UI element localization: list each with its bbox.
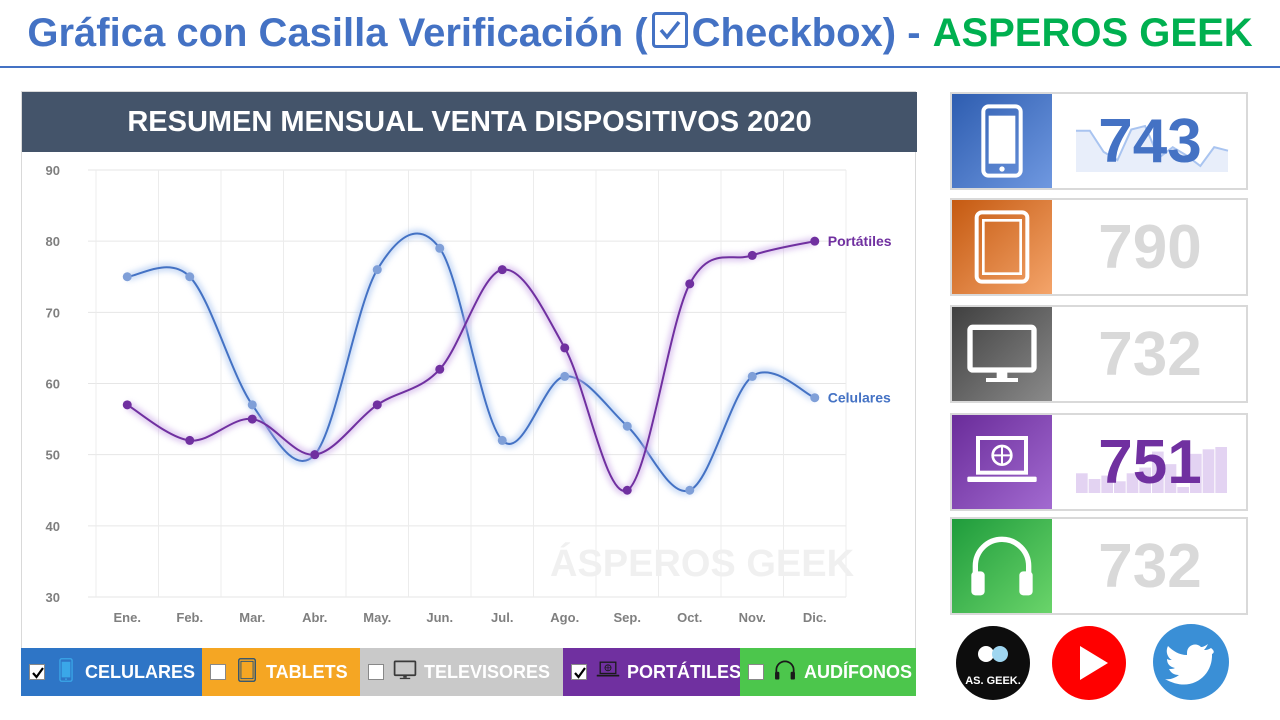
series-celulares-point bbox=[185, 272, 195, 282]
line-chart: 30 40 50 60 70 80 90 Ene. Feb. Mar. Abr. May. Jun. Ju… bbox=[46, 163, 892, 625]
series-celulares-label: Celulares bbox=[828, 390, 891, 406]
x-tick-label: Abr. bbox=[302, 610, 327, 625]
x-tick-label: Jun. bbox=[426, 610, 453, 625]
tablet-icon bbox=[952, 200, 1052, 294]
brand-name: ASPEROS GEEK bbox=[932, 10, 1253, 55]
legend-item-televisores[interactable]: TELEVISORES bbox=[360, 648, 563, 696]
kpi-value: 743 bbox=[1098, 106, 1202, 176]
logo-text: AS. GEEK. bbox=[965, 675, 1021, 687]
y-tick-label: 90 bbox=[46, 163, 60, 178]
kpi-card-tablets: 790 bbox=[950, 198, 1248, 296]
tablet-icon bbox=[234, 657, 260, 688]
kpi-card-celulares: 743 bbox=[950, 92, 1248, 190]
x-tick-label: Mar. bbox=[239, 610, 265, 625]
series-celulares-point bbox=[622, 421, 632, 431]
series-portatiles-point bbox=[747, 250, 757, 260]
phone-icon bbox=[952, 94, 1052, 188]
legend-item-portátiles[interactable]: PORTÁTILES bbox=[563, 648, 742, 696]
kpi-card-televisores: 732 bbox=[950, 305, 1248, 403]
series-celulares-point bbox=[747, 371, 757, 381]
x-tick-label: Sep. bbox=[614, 610, 641, 625]
series-checkbox-bar: CELULARES TABLETS TELEVISORES PORTÁTILES AUD… bbox=[21, 648, 916, 696]
x-tick-label: Feb. bbox=[176, 610, 203, 625]
series-celulares-point bbox=[122, 272, 132, 282]
title-text: Gráfica con Casilla Verificación ( bbox=[27, 10, 648, 55]
kpi-sparkline bbox=[1076, 447, 1227, 493]
series-checkbox[interactable] bbox=[368, 664, 384, 680]
kpi-value: 732 bbox=[1098, 319, 1202, 389]
youtube-icon[interactable] bbox=[1052, 626, 1126, 700]
checkbox-glyph-icon bbox=[651, 12, 688, 48]
laptop-icon bbox=[952, 415, 1052, 509]
kpi-card-portatiles: 751 bbox=[950, 413, 1248, 511]
phone-icon bbox=[53, 657, 79, 688]
series-portatiles-point bbox=[122, 400, 132, 410]
y-tick-label: 40 bbox=[46, 519, 60, 534]
series-portatiles-point bbox=[247, 414, 257, 424]
series-celulares-point bbox=[497, 435, 507, 445]
series-checkbox[interactable] bbox=[29, 664, 45, 680]
tv-icon bbox=[952, 307, 1052, 401]
tv-icon bbox=[392, 657, 418, 688]
chart-container: RESUMEN MENSUAL VENTA DISPOSITIVOS 2020 … bbox=[21, 91, 917, 696]
legend-item-celulares[interactable]: CELULARES bbox=[21, 648, 202, 696]
y-tick-label: 60 bbox=[46, 377, 60, 392]
series-portatiles-point bbox=[372, 400, 382, 410]
y-tick-label: 70 bbox=[46, 305, 60, 320]
headphones-icon bbox=[772, 657, 798, 688]
series-celulares-point bbox=[685, 485, 695, 495]
series-portatiles-point bbox=[310, 450, 320, 460]
x-tick-label: Ago. bbox=[550, 610, 579, 625]
series-checkbox[interactable] bbox=[748, 664, 764, 680]
chart-watermark: ÁSPEROS GEEK bbox=[550, 541, 855, 585]
page-title: Gráfica con Casilla Verificación ( Check… bbox=[0, 0, 1280, 68]
x-tick-label: Dic. bbox=[803, 610, 827, 625]
series-portatiles-point bbox=[560, 343, 570, 353]
series-celulares-point bbox=[435, 243, 445, 253]
legend-item-audífonos[interactable]: AUDÍFONOS bbox=[740, 648, 916, 696]
series-celulares-point bbox=[247, 400, 257, 410]
series-portatiles-point bbox=[435, 364, 445, 374]
title-text-2: Checkbox) - bbox=[691, 10, 921, 55]
kpi-sparkline bbox=[1076, 124, 1229, 172]
series-celulares-point bbox=[372, 265, 382, 275]
headphones-icon bbox=[952, 519, 1052, 613]
y-tick-label: 80 bbox=[46, 234, 60, 249]
x-tick-label: Ene. bbox=[114, 610, 141, 625]
legend-label: TABLETS bbox=[266, 661, 348, 682]
series-portatiles-point bbox=[685, 279, 695, 289]
y-tick-label: 30 bbox=[46, 590, 60, 605]
legend-label: CELULARES bbox=[85, 661, 196, 682]
asperos-geek-logo-icon[interactable]: AS. GEEK. bbox=[956, 626, 1030, 700]
legend-label: PORTÁTILES bbox=[627, 661, 742, 682]
x-tick-label: May. bbox=[363, 610, 391, 625]
legend-label: AUDÍFONOS bbox=[804, 661, 912, 682]
series-portatiles-point bbox=[810, 236, 820, 246]
kpi-value: 751 bbox=[1098, 427, 1202, 497]
y-tick-label: 50 bbox=[46, 448, 60, 463]
series-checkbox[interactable] bbox=[210, 664, 226, 680]
twitter-icon[interactable] bbox=[1153, 624, 1229, 700]
x-tick-label: Jul. bbox=[491, 610, 513, 625]
series-portatiles-point bbox=[622, 485, 632, 495]
x-tick-label: Nov. bbox=[739, 610, 766, 625]
laptop-icon bbox=[595, 657, 621, 688]
kpi-value: 790 bbox=[1098, 212, 1202, 282]
x-tick-label: Oct. bbox=[677, 610, 702, 625]
legend-label: TELEVISORES bbox=[424, 661, 551, 682]
series-portatiles-label: Portátiles bbox=[828, 233, 892, 249]
series-celulares-point bbox=[560, 371, 570, 381]
kpi-card-audifonos: 732 bbox=[950, 517, 1248, 615]
chart-title: RESUMEN MENSUAL VENTA DISPOSITIVOS 2020 bbox=[22, 92, 917, 152]
kpi-value: 732 bbox=[1098, 531, 1202, 601]
legend-item-tablets[interactable]: TABLETS bbox=[202, 648, 360, 696]
series-portatiles-point bbox=[497, 265, 507, 275]
series-portatiles-point bbox=[185, 435, 195, 445]
series-checkbox[interactable] bbox=[571, 664, 587, 680]
series-celulares-point bbox=[810, 393, 820, 403]
